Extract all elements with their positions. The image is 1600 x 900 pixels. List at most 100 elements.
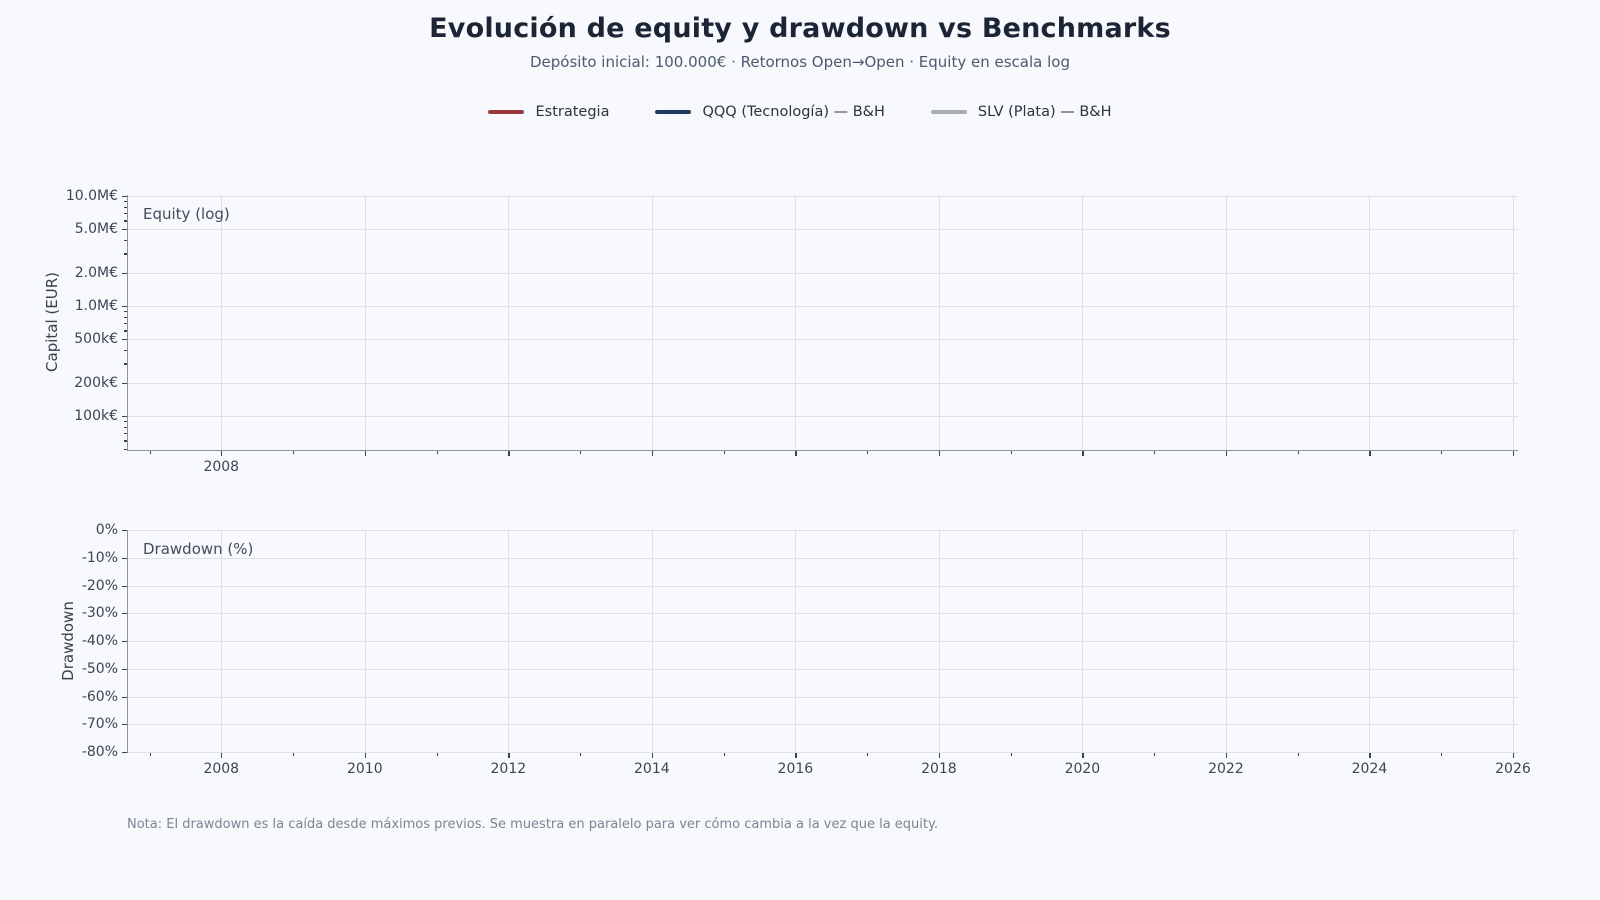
x-tick-label: 2010 <box>346 761 383 777</box>
x-tick-mark <box>1082 451 1084 456</box>
chart-title: Evolución de equity y drawdown vs Benchm… <box>429 13 1171 44</box>
y-minor-tick-mark <box>124 449 127 451</box>
x-minor-tick-mark <box>1441 450 1443 454</box>
x-gridline <box>221 195 223 450</box>
x-tick-label: 2020 <box>1064 761 1101 777</box>
x-minor-tick-mark <box>1154 752 1156 756</box>
x-tick-mark <box>364 451 366 456</box>
x-minor-tick-mark <box>580 752 582 756</box>
legend-item: QQQ (Tecnología) — B&H <box>655 104 885 120</box>
equity-chart-plot-area: 10.0M€ 5.0M€ 2.0M€ 1.0M€ 500k€ 200k€ 100k€ 2008… <box>66 188 1518 475</box>
y-minor-tick-mark <box>124 349 127 351</box>
y-tick-label: 5.0M€ <box>74 221 118 238</box>
x-minor-tick-mark <box>1297 450 1299 454</box>
y-minor-tick-mark <box>124 206 127 208</box>
x-tick-mark <box>651 451 654 456</box>
legend-item: SLV (Plata) — B&H <box>930 104 1112 120</box>
x-gridline <box>938 195 940 450</box>
x-gridline <box>1082 195 1084 450</box>
x-tick-mark <box>1369 753 1371 758</box>
y-tick-label: 0% <box>95 522 118 538</box>
y-minor-tick-mark <box>124 432 127 435</box>
y-tick-mark <box>122 195 127 198</box>
x-tick-mark <box>651 753 654 758</box>
x-tick-label: 2012 <box>490 761 527 777</box>
x-tick-label: 2018 <box>921 761 957 777</box>
x-minor-tick-mark <box>867 752 869 756</box>
y-gridline <box>128 339 1518 341</box>
x-gridline <box>508 195 510 450</box>
y-minor-tick-mark <box>124 239 127 241</box>
x-tick-mark <box>508 753 510 758</box>
y-gridline <box>128 229 1518 231</box>
y-tick-label: 2.0M€ <box>74 264 118 281</box>
y-tick-label: -70% <box>81 716 118 733</box>
x-tick-label: 2026 <box>1495 761 1531 777</box>
x-tick-mark <box>1512 451 1515 456</box>
x-tick-mark <box>221 753 223 758</box>
y-gridline <box>128 668 1518 670</box>
y-minor-tick-mark <box>124 316 127 318</box>
legend-label: QQQ (Tecnología) — B&H <box>702 104 885 120</box>
x-gridline <box>795 195 797 450</box>
y-minor-tick-mark <box>124 200 127 203</box>
panel-label: Equity (log) <box>143 205 230 223</box>
x-tick-label: 2022 <box>1208 761 1244 777</box>
x-gridline <box>1512 195 1514 450</box>
y-tick-label: -40% <box>81 633 118 649</box>
x-gridline <box>364 195 366 450</box>
x-tick-mark <box>508 451 510 456</box>
y-tick-mark <box>122 613 127 615</box>
x-tick-mark <box>1225 753 1228 758</box>
x-tick-label: 2024 <box>1351 761 1388 777</box>
x-tick-mark <box>1512 753 1515 758</box>
y-minor-tick-mark <box>124 212 127 215</box>
y-tick-label: -50% <box>81 660 118 677</box>
y-tick-label: -10% <box>81 549 118 566</box>
y-minor-tick-mark <box>124 426 127 428</box>
y-gridline <box>128 272 1518 274</box>
x-gridline <box>1369 195 1371 450</box>
legend: Estrategia QQQ (Tecnología) — B&H SLV (Pla… <box>0 104 1600 120</box>
legend-label: Estrategia <box>535 104 610 120</box>
legend-item: Estrategia <box>488 104 609 120</box>
x-minor-tick-mark <box>436 752 438 756</box>
y-gridline <box>128 305 1518 307</box>
x-tick-mark <box>938 753 941 758</box>
x-tick-label: 2014 <box>634 761 670 777</box>
x-gridline <box>651 195 653 450</box>
drawdown-chart-plot-area: 0% -10% -20% -30% -40% -50% -60% -70% -80% 2008 20… <box>82 522 1531 777</box>
x-minor-tick-mark <box>149 450 151 454</box>
x-minor-tick-mark <box>436 450 438 454</box>
y-minor-tick-mark <box>124 363 127 365</box>
x-tick-mark <box>795 451 797 456</box>
x-minor-tick-mark <box>1154 450 1156 454</box>
x-minor-tick-mark <box>723 752 725 756</box>
equity-y-axis-label: Capital (EUR) <box>43 272 61 372</box>
y-tick-mark <box>122 272 127 274</box>
y-minor-tick-mark <box>124 420 127 423</box>
y-gridline <box>128 613 1518 615</box>
x-tick-label: 2016 <box>777 761 814 777</box>
x-minor-tick-mark <box>1010 450 1012 454</box>
y-gridline <box>128 415 1518 417</box>
legend-label: SLV (Plata) — B&H <box>977 104 1112 120</box>
panel-label: Drawdown (%) <box>143 540 254 558</box>
y-tick-label: -20% <box>81 577 118 594</box>
y-tick-mark <box>122 530 127 532</box>
y-tick-mark <box>122 557 127 559</box>
chart-subtitle: Depósito inicial: 100.000€ · Retornos Op… <box>530 53 1070 71</box>
y-minor-tick-mark <box>124 220 127 222</box>
x-minor-tick-mark <box>580 450 582 454</box>
y-tick-label: 10.0M€ <box>65 187 118 204</box>
y-tick-label: -30% <box>81 605 118 622</box>
y-gridline <box>128 530 1518 531</box>
x-tick-mark <box>1225 451 1228 456</box>
x-minor-tick-mark <box>293 450 295 454</box>
y-gridline <box>128 724 1518 726</box>
y-tick-mark <box>122 668 127 670</box>
y-tick-mark <box>122 724 127 726</box>
x-tick-mark <box>221 451 223 456</box>
x-tick-label: 2008 <box>203 761 240 777</box>
